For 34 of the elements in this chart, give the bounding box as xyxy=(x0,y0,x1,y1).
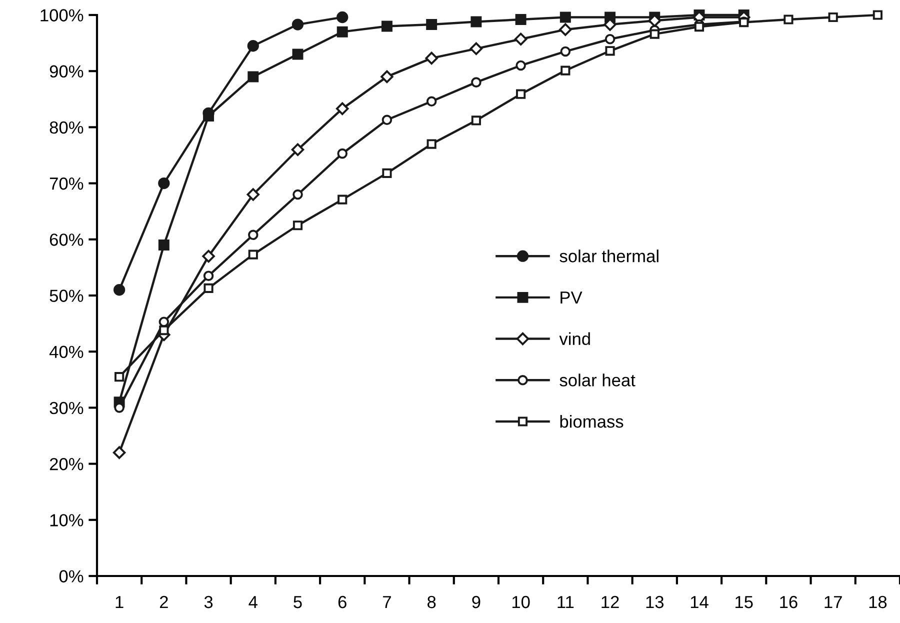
legend-label: solar thermal xyxy=(560,250,658,262)
legend-label: biomass xyxy=(560,415,624,428)
x-tick-label: 4 xyxy=(248,596,258,608)
x-tick-label: 12 xyxy=(602,596,619,608)
y-tick-label: 0% xyxy=(59,570,84,582)
y-tick-label: 60% xyxy=(50,234,84,246)
y-tick-label: 80% xyxy=(50,121,84,134)
x-tick-label: 8 xyxy=(428,596,436,608)
legend-label: solar heat xyxy=(560,374,636,386)
y-tick-label: 40% xyxy=(49,346,84,358)
x-tick-label: 17 xyxy=(824,596,842,608)
x-tick-label: 6 xyxy=(338,596,346,608)
y-tick-label: 100% xyxy=(40,9,84,22)
x-tick-label: 1 xyxy=(116,596,124,608)
y-tick-label: 90% xyxy=(50,65,84,78)
x-tick-label: 2 xyxy=(160,596,168,608)
x-tick-label: 18 xyxy=(869,596,887,608)
x-tick-label: 9 xyxy=(472,596,480,608)
legend-label: PV xyxy=(560,292,582,304)
x-tick-label: 3 xyxy=(204,596,213,608)
x-tick-label: 7 xyxy=(383,596,391,608)
x-tick-label: 11 xyxy=(558,596,574,608)
y-tick-label: 30% xyxy=(50,402,84,414)
y-tick-label: 10% xyxy=(50,514,84,526)
legend-label: vind xyxy=(559,332,590,346)
x-tick-label: 14 xyxy=(690,596,708,608)
y-tick-label: 20% xyxy=(50,458,84,470)
x-tick-label: 10 xyxy=(512,596,530,608)
x-tick-label: 5 xyxy=(294,596,302,608)
x-tick-label: 16 xyxy=(780,596,798,608)
y-tick-label: 70% xyxy=(50,177,84,190)
x-tick-label: 13 xyxy=(646,596,664,608)
x-tick-label: 15 xyxy=(736,596,753,608)
y-tick-label: 50% xyxy=(50,290,84,302)
